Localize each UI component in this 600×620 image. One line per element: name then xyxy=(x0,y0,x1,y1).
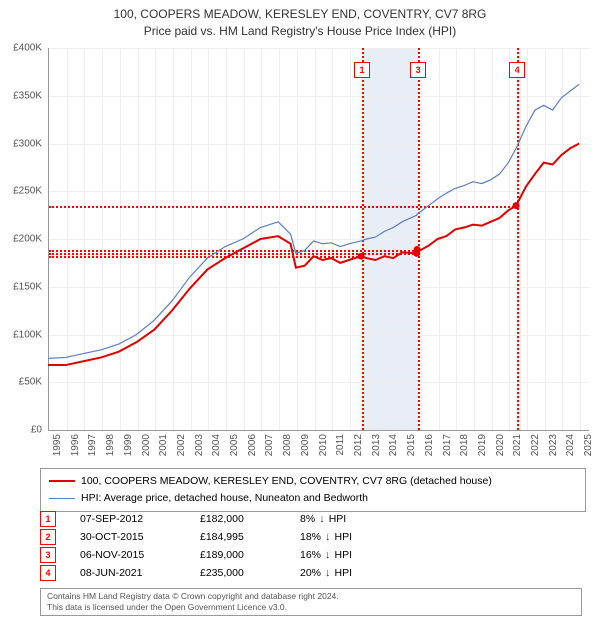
footnote-line2: This data is licensed under the Open Gov… xyxy=(47,602,575,613)
x-tick-label: 2016 xyxy=(420,434,435,456)
transaction-row: 3 06-NOV-2015£189,00016%↓HPI xyxy=(40,546,410,564)
footnote: Contains HM Land Registry data © Crown c… xyxy=(40,588,582,616)
x-tick-label: 2005 xyxy=(225,434,240,456)
x-tick-label: 2020 xyxy=(491,434,506,456)
tx-diff: 8%↓HPI xyxy=(300,513,410,525)
y-tick-label: £100K xyxy=(0,329,42,340)
x-tick-label: 2022 xyxy=(526,434,541,456)
tx-date: 07-SEP-2012 xyxy=(80,513,200,525)
x-tick-label: 2024 xyxy=(561,434,576,456)
x-tick-label: 2014 xyxy=(384,434,399,456)
x-tick-label: 2013 xyxy=(367,434,382,456)
tx-index: 1 xyxy=(40,511,56,527)
x-tick-label: 1998 xyxy=(101,434,116,456)
y-tick-label: £0 xyxy=(0,425,42,436)
title-block: 100, COOPERS MEADOW, KERESLEY END, COVEN… xyxy=(0,0,600,40)
x-tick-label: 2023 xyxy=(544,434,559,456)
x-tick-label: 2002 xyxy=(172,434,187,456)
down-arrow-icon: ↓ xyxy=(325,567,331,579)
x-tick-label: 2017 xyxy=(438,434,453,456)
transaction-row: 2 30-OCT-2015£184,99518%↓HPI xyxy=(40,528,410,546)
x-tick-label: 2015 xyxy=(402,434,417,456)
y-tick-label: £200K xyxy=(0,234,42,245)
series-line-hpi xyxy=(48,84,579,358)
x-tick-label: 2001 xyxy=(154,434,169,456)
x-tick-label: 2019 xyxy=(473,434,488,456)
y-tick-label: £400K xyxy=(0,43,42,54)
down-arrow-icon: ↓ xyxy=(319,513,325,525)
tx-index: 2 xyxy=(40,529,56,545)
tx-diff: 16%↓HPI xyxy=(300,549,410,561)
tx-price: £184,995 xyxy=(200,531,300,543)
x-tick-label: 2004 xyxy=(207,434,222,456)
tx-diff: 18%↓HPI xyxy=(300,531,410,543)
title-subtitle: Price paid vs. HM Land Registry's House … xyxy=(0,23,600,40)
x-tick-label: 2003 xyxy=(190,434,205,456)
chart-lines xyxy=(48,48,588,430)
y-tick-label: £300K xyxy=(0,138,42,149)
x-tick-label: 2000 xyxy=(137,434,152,456)
tx-date: 06-NOV-2015 xyxy=(80,549,200,561)
legend-item-hpi: HPI: Average price, detached house, Nune… xyxy=(49,490,577,507)
tx-diff: 20%↓HPI xyxy=(300,567,410,579)
x-tick-label: 1995 xyxy=(48,434,63,456)
x-tick-label: 2009 xyxy=(296,434,311,456)
legend-item-property: 100, COOPERS MEADOW, KERESLEY END, COVEN… xyxy=(49,473,577,490)
transaction-row: 4 08-JUN-2021£235,00020%↓HPI xyxy=(40,564,410,582)
tx-index: 3 xyxy=(40,547,56,563)
tx-price: £235,000 xyxy=(200,567,300,579)
chart: 134 £0£50K£100K£150K£200K£250K£300K£350K… xyxy=(48,48,588,430)
legend-label-hpi: HPI: Average price, detached house, Nune… xyxy=(81,492,368,504)
x-tick-label: 2018 xyxy=(455,434,470,456)
x-tick-label: 2006 xyxy=(243,434,258,456)
tx-index: 4 xyxy=(40,565,56,581)
x-tick-label: 1999 xyxy=(119,434,134,456)
x-tick-label: 2012 xyxy=(349,434,364,456)
y-tick-label: £250K xyxy=(0,186,42,197)
legend-swatch-property xyxy=(49,480,75,482)
legend-label-property: 100, COOPERS MEADOW, KERESLEY END, COVEN… xyxy=(81,475,492,487)
transaction-row: 1 07-SEP-2012£182,0008%↓HPI xyxy=(40,510,410,528)
tx-price: £189,000 xyxy=(200,549,300,561)
down-arrow-icon: ↓ xyxy=(325,531,331,543)
x-tick-label: 2010 xyxy=(314,434,329,456)
x-tick-label: 2008 xyxy=(278,434,293,456)
tx-date: 30-OCT-2015 xyxy=(80,531,200,543)
y-tick-label: £150K xyxy=(0,281,42,292)
y-tick-label: £50K xyxy=(0,377,42,388)
x-tick-label: 2021 xyxy=(508,434,523,456)
y-tick-label: £350K xyxy=(0,90,42,101)
tx-date: 08-JUN-2021 xyxy=(80,567,200,579)
down-arrow-icon: ↓ xyxy=(325,549,331,561)
legend-swatch-hpi xyxy=(49,498,75,499)
x-tick-label: 2011 xyxy=(331,434,346,456)
root: 100, COOPERS MEADOW, KERESLEY END, COVEN… xyxy=(0,0,600,620)
x-tick-label: 1996 xyxy=(66,434,81,456)
transactions-table: 1 07-SEP-2012£182,0008%↓HPI 2 30-OCT-2015£1… xyxy=(40,510,410,582)
x-tick-label: 2007 xyxy=(260,434,275,456)
legend: 100, COOPERS MEADOW, KERESLEY END, COVEN… xyxy=(40,468,586,512)
tx-price: £182,000 xyxy=(200,513,300,525)
x-tick-label: 2025 xyxy=(579,434,594,456)
title-address: 100, COOPERS MEADOW, KERESLEY END, COVEN… xyxy=(0,6,600,23)
footnote-line1: Contains HM Land Registry data © Crown c… xyxy=(47,591,575,602)
series-line-property xyxy=(48,144,579,366)
x-tick-label: 1997 xyxy=(83,434,98,456)
